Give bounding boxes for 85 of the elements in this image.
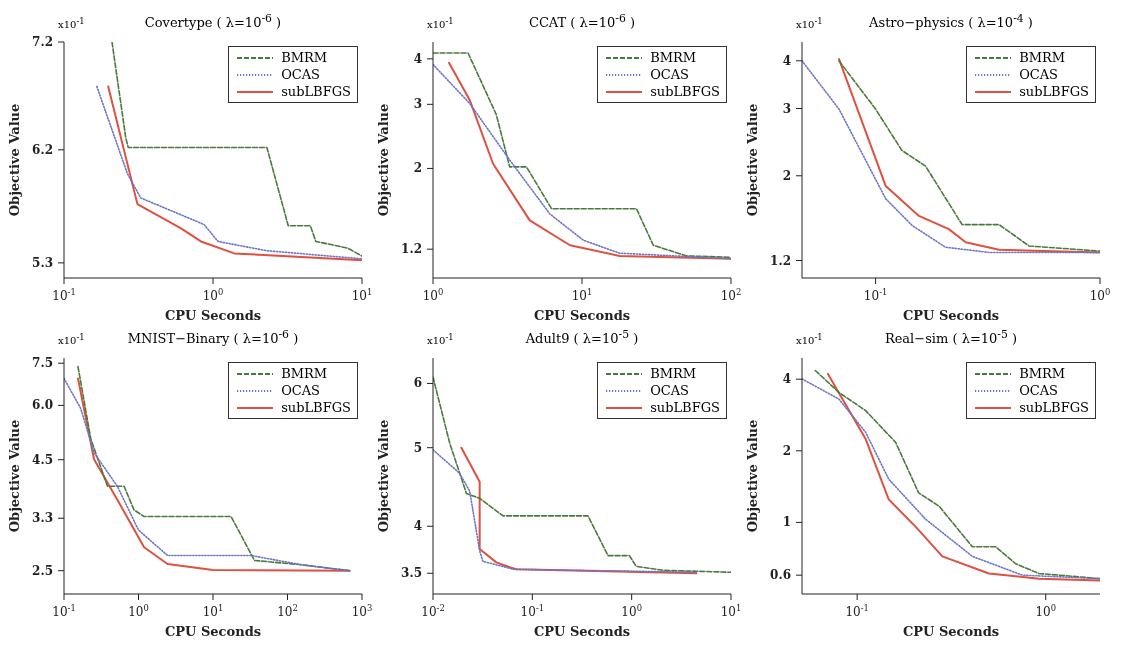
- legend-label: subLBFGS: [650, 83, 720, 100]
- x-axis-title: CPU Seconds: [533, 624, 631, 639]
- x-axis-title: CPU Seconds: [902, 308, 1000, 323]
- y-tick-label: 2: [413, 161, 422, 176]
- chart-title: MNIST−Binary ( λ=10$^{-6}$ ): [127, 328, 299, 347]
- y-tick-label: 6: [413, 376, 422, 391]
- x-tick-label: 10$^{0}$: [202, 287, 224, 303]
- x-tick-label: 10$^{2}$: [277, 603, 298, 619]
- text: x10$^{-1}$: [796, 16, 823, 31]
- x-tick-label: 10$^{0}$: [1035, 603, 1057, 619]
- x-tick-label: 10$^{3}$: [351, 603, 373, 619]
- chart-title: CCAT ( λ=10$^{-6}$ ): [528, 12, 636, 31]
- legend-label: subLBFGS: [1019, 83, 1089, 100]
- y-tick-label: 6.0: [32, 398, 53, 413]
- y-tick-label: 2: [782, 443, 791, 458]
- x-tick-label: 10$^{1}$: [202, 603, 224, 619]
- y-tick-label: 0.6: [770, 568, 791, 583]
- x-tick-label: 10$^{-2}$: [421, 603, 445, 619]
- y-tick-label: 6.2: [32, 142, 53, 157]
- legend-label: OCAS: [650, 382, 690, 399]
- x-tick-label: 10$^{0}$: [1089, 287, 1111, 303]
- x-tick-label: 10$^{-1}$: [520, 603, 545, 619]
- x-tick-label: 10$^{-1}$: [52, 287, 76, 303]
- x-axis-title: CPU Seconds: [533, 308, 631, 323]
- x-tick-label: 10$^{1}$: [720, 603, 742, 619]
- y-axis-title: Objective Value: [6, 103, 22, 217]
- x-tick-label: 10$^{0}$: [128, 603, 149, 619]
- y-tick-label: 4.5: [32, 452, 53, 467]
- y-axis-title: Objective Value: [744, 419, 760, 533]
- legend-label: BMRM: [650, 49, 697, 66]
- legend-label: BMRM: [281, 365, 328, 382]
- legend-label: OCAS: [1019, 382, 1059, 399]
- x-tick-label: 10$^{-1}$: [863, 287, 888, 303]
- chart-title: Astro−physics ( λ=10$^{-4}$ ): [869, 12, 1033, 31]
- y-tick-label: 1.2: [401, 242, 422, 257]
- y-axis-title: Objective Value: [375, 103, 391, 217]
- legend-label: subLBFGS: [281, 83, 351, 100]
- legend-label: subLBFGS: [650, 399, 720, 416]
- y-tick-label: 5: [413, 440, 422, 455]
- legend-label: BMRM: [281, 49, 328, 66]
- x-tick-label: 10$^{-1}$: [52, 603, 76, 619]
- text: x10$^{-1}$: [58, 16, 85, 31]
- x-tick-label: 10$^{1}$: [351, 287, 373, 303]
- x-tick-label: 10$^{0}$: [422, 287, 444, 303]
- chart-title: Adult9 ( λ=10$^{-5}$ ): [525, 328, 639, 347]
- legend-label: BMRM: [1019, 49, 1066, 66]
- y-axis-title: Objective Value: [744, 103, 760, 217]
- text: x10$^{-1}$: [58, 332, 85, 347]
- y-tick-label: 3: [413, 97, 422, 112]
- y-tick-label: 4: [413, 519, 422, 534]
- y-tick-label: 3.3: [32, 511, 53, 526]
- x-axis-title: CPU Seconds: [902, 624, 1000, 639]
- legend-label: OCAS: [281, 66, 321, 83]
- y-tick-label: 3: [782, 101, 791, 116]
- x-tick-label: 10$^{-1}$: [845, 603, 869, 619]
- y-tick-label: 1: [782, 515, 791, 530]
- x-axis-title: CPU Seconds: [164, 308, 262, 323]
- y-tick-label: 2.5: [32, 563, 53, 578]
- text: x10$^{-1}$: [427, 16, 454, 31]
- text: x10$^{-1}$: [796, 332, 823, 347]
- chart-title: Covertype ( λ=10$^{-6}$ ): [144, 12, 282, 31]
- legend-label: BMRM: [1019, 365, 1066, 382]
- legend-label: subLBFGS: [1019, 399, 1089, 416]
- legend-label: OCAS: [281, 382, 321, 399]
- y-tick-label: 5.3: [32, 255, 53, 270]
- y-axis-title: Objective Value: [375, 419, 391, 533]
- legend-label: BMRM: [650, 365, 697, 382]
- y-tick-label: 7.5: [32, 356, 53, 371]
- y-tick-label: 4: [413, 51, 422, 66]
- x-tick-label: 10$^{0}$: [621, 603, 642, 619]
- chart-title: Real−sim ( λ=10$^{-5}$ ): [884, 328, 1018, 347]
- legend-label: OCAS: [650, 66, 690, 83]
- y-tick-label: 7.2: [32, 35, 53, 49]
- legend-label: OCAS: [1019, 66, 1059, 83]
- y-axis-title: Objective Value: [6, 419, 22, 533]
- x-tick-label: 10$^{2}$: [720, 287, 742, 303]
- y-tick-label: 3.5: [401, 566, 422, 581]
- y-tick-label: 4: [782, 53, 791, 68]
- x-axis-title: CPU Seconds: [164, 624, 262, 639]
- text: x10$^{-1}$: [427, 332, 454, 347]
- x-tick-label: 10$^{1}$: [571, 287, 593, 303]
- y-tick-label: 4: [782, 372, 791, 387]
- y-tick-label: 1.2: [770, 253, 791, 268]
- y-tick-label: 2: [782, 168, 791, 183]
- legend-label: subLBFGS: [281, 399, 351, 416]
